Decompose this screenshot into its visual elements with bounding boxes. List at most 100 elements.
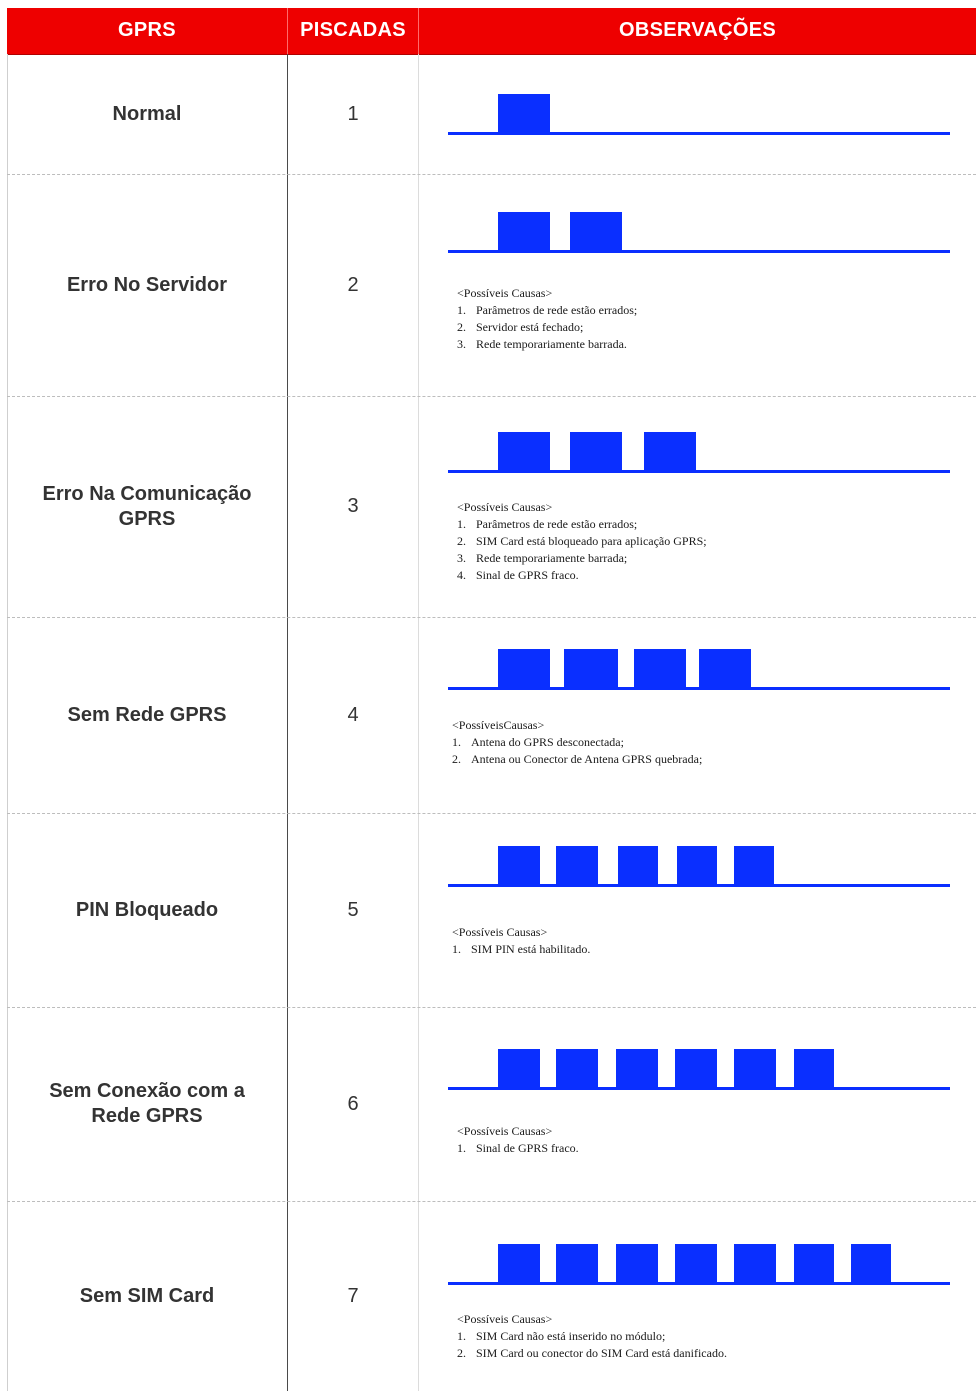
cause-item: 3. Rede temporariamente barrada.: [457, 336, 637, 353]
table-left-border: [7, 54, 8, 1391]
header-notes: OBSERVAÇÕES: [618, 19, 777, 41]
cause-number: 2.: [457, 320, 466, 334]
blink-signal-diagram: [448, 94, 950, 140]
signal-pulse: [616, 1049, 658, 1087]
signal-pulse: [498, 94, 550, 132]
cause-item: 2. SIM Card está bloqueado para aplicação…: [457, 533, 707, 550]
cause-item: 1. Parâmetros de rede estão errados;: [457, 516, 707, 533]
cause-item: 3. Rede temporariamente barrada;: [457, 550, 707, 567]
causes-title: <Possíveis Causas>: [457, 286, 553, 300]
signal-pulse: [618, 846, 658, 884]
blink-count: 7: [347, 1284, 359, 1307]
signal-pulse: [634, 649, 686, 687]
possible-causes: <Possíveis Causas> 1. SIM Card não está in…: [457, 1311, 727, 1362]
cause-number: 1.: [457, 303, 466, 317]
blink-signal-diagram: [448, 432, 950, 478]
table-header: GPRS PISCADAS OBSERVAÇÕES: [7, 8, 976, 55]
cause-text: Parâmetros de rede estão errados;: [476, 303, 638, 317]
blink-count: 5: [347, 898, 359, 921]
cause-number: 1.: [452, 942, 461, 956]
cause-text: Antena do GPRS desconectada;: [471, 735, 624, 749]
status-name: Erro No Servidor: [66, 273, 228, 296]
causes-title: <PossíveisCausas>: [452, 718, 545, 732]
cause-text: Rede temporariamente barrada.: [476, 337, 627, 351]
status-name: PIN Bloqueado: [75, 898, 219, 921]
blink-signal-diagram: [448, 846, 950, 892]
blink-count: 4: [347, 703, 359, 726]
status-name: Sem Conexão com a Rede GPRS: [49, 1080, 245, 1127]
blink-signal-diagram: [448, 649, 950, 695]
blink-signal-diagram: [448, 212, 950, 258]
cause-text: Sinal de GPRS fraco.: [476, 1141, 579, 1155]
signal-pulse: [851, 1244, 891, 1282]
status-name: Sem Rede GPRS: [67, 703, 227, 726]
signal-pulse: [734, 1244, 776, 1282]
signal-pulse: [498, 1244, 540, 1282]
status-name: Erro Na Comunicação GPRS: [42, 482, 252, 530]
cause-item: 1. SIM PIN está habilitado.: [452, 941, 590, 958]
cause-text: SIM PIN está habilitado.: [471, 942, 591, 956]
signal-baseline: [448, 1282, 950, 1285]
cause-number: 1.: [457, 517, 466, 531]
blink-count: 6: [347, 1092, 359, 1115]
causes-title: <Possíveis Causas>: [457, 500, 553, 514]
signal-pulse: [734, 1049, 776, 1087]
signal-baseline: [448, 884, 950, 887]
signal-pulse: [498, 432, 550, 470]
signal-pulse: [570, 212, 622, 250]
signal-pulse: [677, 846, 717, 884]
cause-text: Servidor está fechado;: [476, 320, 584, 334]
header-divider: [287, 8, 288, 54]
signal-pulse: [794, 1049, 834, 1087]
row-separator: [7, 1201, 976, 1202]
row-separator: [7, 813, 976, 814]
cause-text: Sinal de GPRS fraco.: [476, 568, 579, 582]
cause-item: 1. Parâmetros de rede estão errados;: [457, 302, 637, 319]
signal-pulse: [644, 432, 696, 470]
signal-pulse: [498, 846, 540, 884]
cause-item: 1. Antena do GPRS desconectada;: [452, 734, 702, 751]
signal-pulse: [564, 649, 618, 687]
signal-pulse: [734, 846, 774, 884]
cause-text: Rede temporariamente barrada;: [476, 551, 628, 565]
row-separator: [7, 1007, 976, 1008]
signal-baseline: [448, 250, 950, 253]
cause-item: 4. Sinal de GPRS fraco.: [457, 567, 707, 584]
cause-number: 1.: [457, 1141, 466, 1155]
row-separator: [7, 396, 976, 397]
possible-causes: <Possíveis Causas> 1. Parâmetros de rede e…: [457, 285, 637, 353]
cause-item: 1. Sinal de GPRS fraco.: [457, 1140, 579, 1157]
signal-pulse: [556, 846, 598, 884]
signal-pulse: [570, 432, 622, 470]
cause-item: 1. SIM Card não está inserido no módulo;: [457, 1328, 727, 1345]
blink-signal-diagram: [448, 1244, 950, 1290]
cause-text: SIM Card não está inserido no módulo;: [476, 1329, 666, 1343]
blink-count: 3: [347, 495, 359, 517]
cause-number: 2.: [452, 752, 461, 766]
signal-pulse: [675, 1049, 717, 1087]
signal-baseline: [448, 687, 950, 690]
header-gprs: GPRS: [118, 19, 176, 41]
cause-item: 2. Servidor está fechado;: [457, 319, 637, 336]
signal-pulse: [556, 1244, 598, 1282]
blink-count: 1: [347, 102, 359, 125]
signal-pulse: [556, 1049, 598, 1087]
cause-number: 1.: [452, 735, 461, 749]
possible-causes: <Possíveis Causas> 1. SIM PIN está habilit…: [452, 924, 590, 958]
signal-pulse: [794, 1244, 834, 1282]
signal-baseline: [448, 132, 950, 135]
causes-title: <Possíveis Causas>: [457, 1124, 553, 1138]
signal-pulse: [616, 1244, 658, 1282]
cause-text: Antena ou Conector de Antena GPRS quebra…: [471, 752, 703, 766]
cause-item: 2. SIM Card ou conector do SIM Card está …: [457, 1345, 727, 1362]
cause-number: 4.: [457, 568, 466, 582]
cause-number: 1.: [457, 1329, 466, 1343]
cause-number: 2.: [457, 1346, 466, 1360]
cause-number: 3.: [457, 551, 466, 565]
possible-causes: <Possíveis Causas> 1. Parâmetros de rede e…: [457, 499, 707, 584]
status-name: Normal: [112, 102, 182, 125]
blink-count: 2: [347, 273, 359, 296]
causes-title: <Possíveis Causas>: [452, 925, 548, 939]
header-divider: [418, 8, 419, 54]
